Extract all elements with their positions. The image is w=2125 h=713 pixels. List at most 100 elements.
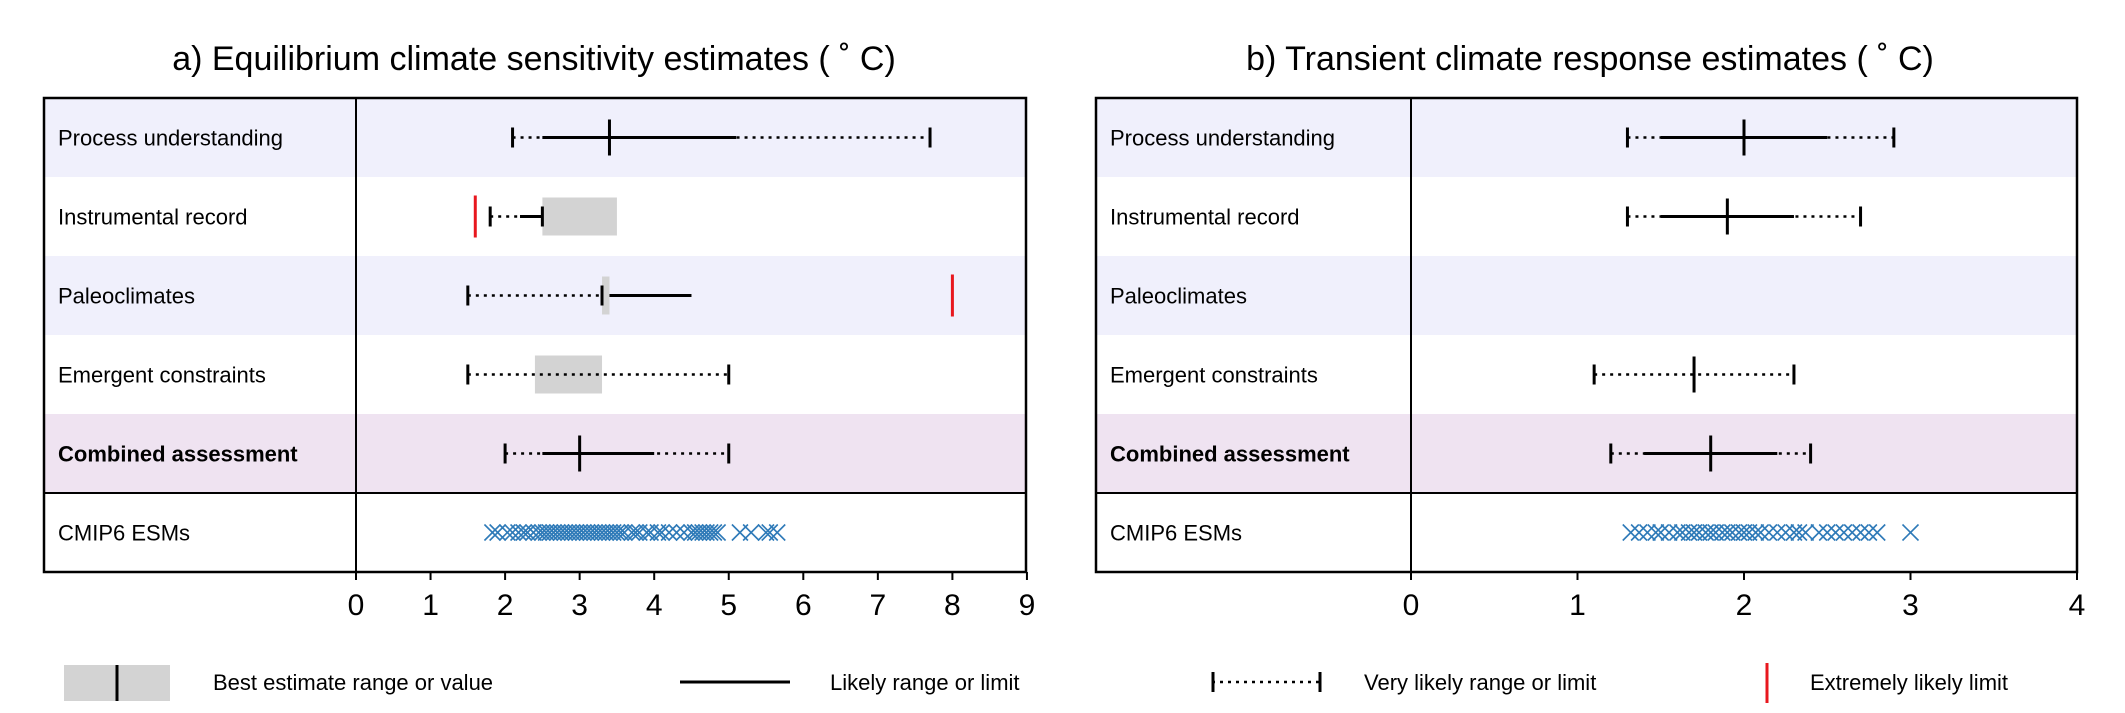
cmip6-point-stroke bbox=[509, 523, 528, 542]
cmip6-point bbox=[1752, 523, 1770, 542]
legend-very-likely-label: Very likely range or limit bbox=[1364, 670, 1596, 695]
panel-b-row-labels: Process understanding Instrumental record… bbox=[1110, 126, 1350, 546]
cmip6-point-stroke bbox=[701, 523, 719, 542]
plot-frame bbox=[1094, 96, 2079, 574]
row-band bbox=[44, 98, 1026, 177]
x-tick-label: 4 bbox=[646, 589, 663, 622]
cmip6-point bbox=[1638, 523, 1656, 542]
cmip6-point bbox=[1760, 523, 1778, 542]
cmip6-point-stroke bbox=[1901, 523, 1920, 542]
cmip6-point-stroke bbox=[623, 523, 641, 542]
cmip6-point bbox=[1768, 523, 1786, 542]
panel-a-row-labels: Process understanding Instrumental record… bbox=[58, 126, 298, 546]
cmip6-point-stroke bbox=[1660, 523, 1678, 542]
cmip6-point bbox=[608, 523, 626, 542]
legend-extremely-likely-label: Extremely likely limit bbox=[1810, 670, 2008, 695]
row-label: Process understanding bbox=[58, 126, 283, 151]
cmip6-point-stroke bbox=[1810, 523, 1828, 542]
panel-b-title: b) Transient climate response estimates … bbox=[1246, 40, 1934, 78]
cmip6-point-stroke bbox=[1760, 523, 1778, 542]
legend: Best estimate range or value Likely rang… bbox=[64, 663, 2008, 703]
row-band bbox=[1096, 98, 2077, 177]
x-tick-label: 1 bbox=[1569, 589, 1586, 622]
x-tick-label: 3 bbox=[1902, 589, 1919, 622]
panel-a-title: a) Equilibrium climate sensitivity estim… bbox=[172, 40, 896, 78]
cmip6-point-stroke bbox=[483, 523, 501, 542]
legend-best-swatch bbox=[64, 665, 170, 701]
panel-a-x-axis: 0 1 2 3 4 5 6 7 8 9 bbox=[348, 572, 1035, 622]
cmip6-point bbox=[653, 523, 671, 542]
row-label: CMIP6 ESMs bbox=[58, 521, 190, 546]
row-band bbox=[1096, 335, 2077, 414]
row-band bbox=[44, 256, 1026, 335]
cmip6-point-stroke bbox=[1868, 523, 1886, 542]
cmip6-point-stroke bbox=[1638, 523, 1656, 542]
cmip6-point bbox=[1747, 523, 1765, 542]
cmip6-point-stroke bbox=[1843, 523, 1861, 542]
panel-a-ecs: a) Equilibrium climate sensitivity estim… bbox=[42, 40, 1035, 622]
panel-b-tcr: b) Transient climate response estimates … bbox=[1094, 40, 2086, 622]
cmip6-point bbox=[761, 523, 779, 542]
cmip6-point bbox=[742, 523, 760, 542]
row-label: Emergent constraints bbox=[58, 363, 266, 388]
row-band bbox=[1096, 177, 2077, 256]
cmip6-point bbox=[1810, 523, 1828, 542]
legend-best-label: Best estimate range or value bbox=[213, 670, 493, 695]
cmip6-point-stroke bbox=[1777, 523, 1795, 542]
cmip6-point bbox=[660, 523, 678, 542]
cmip6-point-stroke bbox=[1827, 523, 1845, 542]
cmip6-point-stroke bbox=[1747, 523, 1765, 542]
cmip6-point bbox=[483, 523, 501, 542]
row-label: Combined assessment bbox=[1110, 442, 1350, 467]
panel-b-row-bands bbox=[1096, 98, 2077, 572]
cmip6-point-stroke bbox=[1818, 523, 1836, 542]
row-label: Paleoclimates bbox=[58, 284, 195, 309]
best-estimate-range bbox=[534, 355, 603, 394]
row-label: CMIP6 ESMs bbox=[1110, 521, 1242, 546]
x-tick-label: 5 bbox=[720, 589, 737, 622]
cmip6-point bbox=[1835, 523, 1853, 542]
cmip6-point bbox=[768, 523, 786, 542]
cmip6-point-stroke bbox=[1860, 523, 1878, 542]
cmip6-point-stroke bbox=[1652, 523, 1670, 542]
panel-a-row-bands bbox=[44, 98, 1026, 572]
cmip6-point bbox=[1797, 523, 1815, 542]
cmip6-point-stroke bbox=[608, 523, 626, 542]
cmip6-point-stroke bbox=[1647, 523, 1665, 542]
cmip6-point-stroke bbox=[524, 523, 542, 542]
x-tick-label: 2 bbox=[497, 589, 514, 622]
cmip6-point-stroke bbox=[1797, 523, 1815, 542]
row-band bbox=[1096, 414, 2077, 493]
cmip6-point bbox=[701, 523, 719, 542]
cmip6-point bbox=[1647, 523, 1665, 542]
cmip6-point-stroke bbox=[1622, 523, 1640, 542]
cmip6-point bbox=[1622, 523, 1640, 542]
row-band bbox=[1096, 256, 2077, 335]
cmip6-point bbox=[709, 523, 727, 542]
cmip6-point bbox=[1777, 523, 1795, 542]
x-tick-label: 1 bbox=[422, 589, 439, 622]
row-label: Emergent constraints bbox=[1110, 363, 1318, 388]
row-band bbox=[44, 414, 1026, 493]
x-tick-label: 8 bbox=[944, 589, 961, 622]
row-band bbox=[1096, 493, 2077, 572]
x-tick-label: 2 bbox=[1736, 589, 1753, 622]
cmip6-point bbox=[524, 523, 542, 542]
row-label: Combined assessment bbox=[58, 442, 298, 467]
cmip6-point-stroke bbox=[1835, 523, 1853, 542]
x-tick-label: 3 bbox=[571, 589, 588, 622]
cmip6-point bbox=[1818, 523, 1836, 542]
cmip6-point bbox=[1901, 523, 1920, 542]
cmip6-point-stroke bbox=[742, 523, 760, 542]
cmip6-point bbox=[667, 523, 686, 542]
cmip6-point bbox=[705, 523, 723, 542]
row-label: Paleoclimates bbox=[1110, 284, 1247, 309]
legend-very-likely-swatch bbox=[1211, 672, 1322, 692]
cmip6-point bbox=[1860, 523, 1878, 542]
row-band bbox=[44, 493, 1026, 572]
x-tick-label: 4 bbox=[2069, 589, 2086, 622]
cmip6-point-stroke bbox=[1768, 523, 1786, 542]
best-estimate-range bbox=[602, 276, 610, 315]
x-tick-label: 0 bbox=[348, 589, 365, 622]
